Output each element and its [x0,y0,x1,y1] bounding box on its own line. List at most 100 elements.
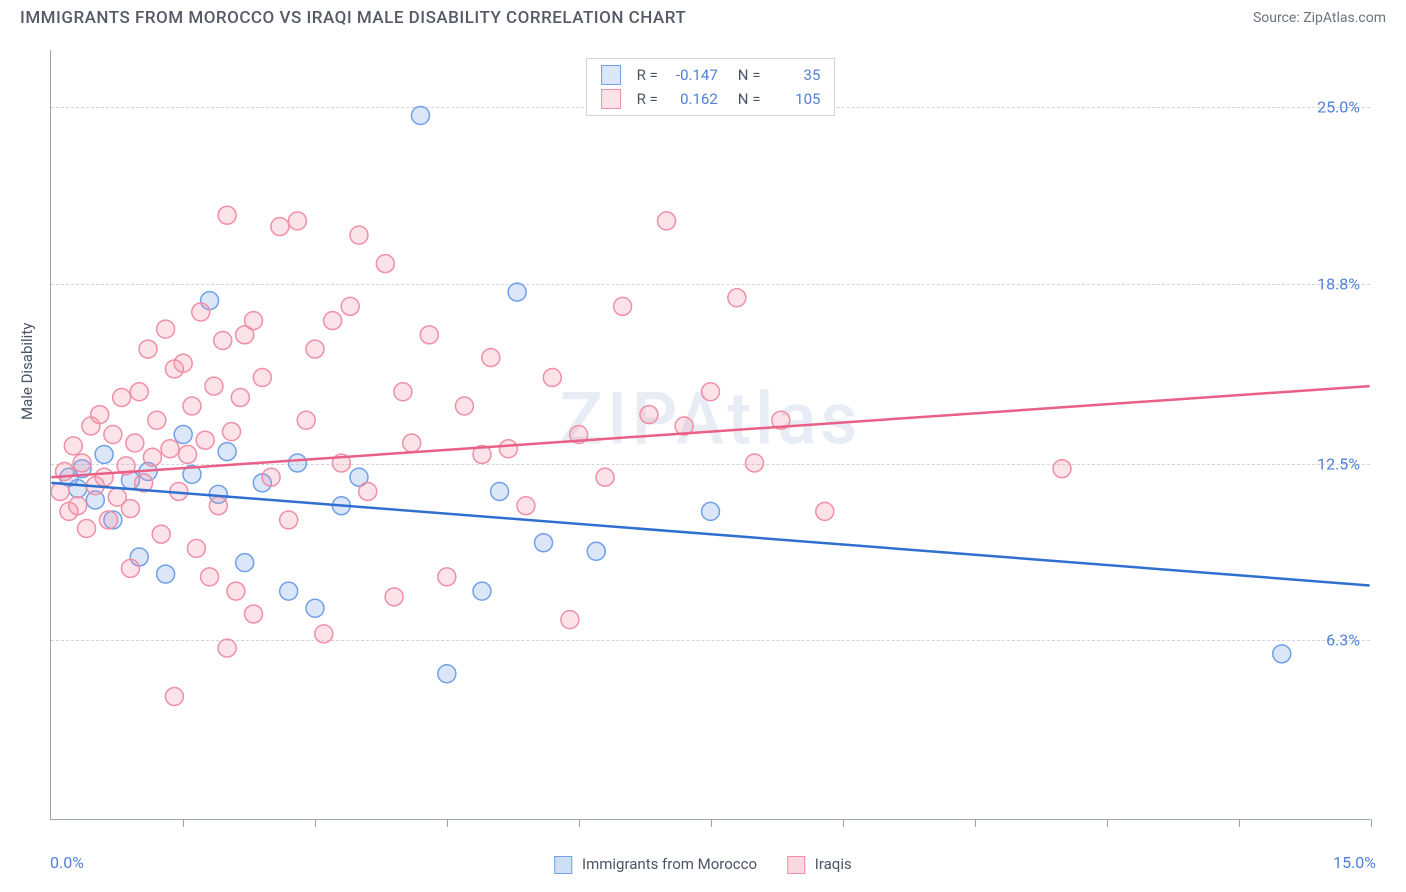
scatter-point [297,411,315,429]
swatch-iraqis-icon [787,856,805,874]
correlation-legend: R = -0.147 N = 35 R = 0.162 N = 105 [586,58,836,116]
r-value-iraqis: 0.162 [668,90,718,108]
scatter-point [315,625,333,643]
scatter-point [517,497,535,515]
x-tick [843,819,844,827]
scatter-point [157,565,175,583]
n-value-morocco: 35 [770,66,820,84]
scatter-point [324,312,342,330]
legend-item-iraqis: Iraqis [787,855,852,874]
scatter-point [596,468,614,486]
legend-item-morocco: Immigrants from Morocco [554,855,757,874]
x-tick [711,819,712,827]
y-axis-label: Male Disability [18,323,36,420]
scatter-point [218,443,236,461]
scatter-point [174,354,192,372]
x-tick [315,819,316,827]
source-text: Source: ZipAtlas.com [1253,10,1386,26]
scatter-point [143,448,161,466]
scatter-point [78,520,96,538]
scatter-point [121,500,139,518]
scatter-point [376,255,394,273]
scatter-point [236,554,254,572]
scatter-point [121,559,139,577]
bottom-legend: Immigrants from Morocco Iraqis [554,855,851,874]
scatter-point [69,497,87,515]
scatter-point [152,525,170,543]
scatter-point [126,434,144,452]
scatter-point [491,482,509,500]
scatter-point [614,297,632,315]
scatter-point [640,406,658,424]
scatter-point [227,582,245,600]
scatter-point [385,588,403,606]
scatter-point [113,388,131,406]
scatter-point [245,605,263,623]
x-tick [579,819,580,827]
swatch-iraqis-icon [601,89,621,109]
scatter-point [745,454,763,472]
scatter-point [508,283,526,301]
x-tick [183,819,184,827]
scatter-point [403,434,421,452]
scatter-point [165,688,183,706]
x-tick [1371,819,1372,827]
scatter-point [192,303,210,321]
scatter-point [341,297,359,315]
scatter-point [473,582,491,600]
scatter-point [179,445,197,463]
scatter-point [420,326,438,344]
x-axis-max-label: 15.0% [1333,853,1376,872]
scatter-point [455,397,473,415]
scatter-point [253,369,271,387]
scatter-point [95,445,113,463]
scatter-point [218,639,236,657]
scatter-point [587,542,605,560]
scatter-point [64,437,82,455]
scatter-point [183,397,201,415]
scatter-point [231,388,249,406]
chart-title: IMMIGRANTS FROM MOROCCO VS IRAQI MALE DI… [20,8,686,28]
scatter-point [288,454,306,472]
x-tick [447,819,448,827]
swatch-morocco-icon [554,856,572,874]
scatter-point [209,497,227,515]
scatter-point [157,320,175,338]
scatter-point [350,226,368,244]
scatter-point [394,383,412,401]
scatter-point [535,534,553,552]
scatter-point [306,340,324,358]
scatter-point [271,218,289,236]
swatch-morocco-icon [601,65,621,85]
x-tick [975,819,976,827]
scatter-point [196,431,214,449]
x-tick [1239,819,1240,827]
x-axis-min-label: 0.0% [50,853,84,872]
scatter-point [482,349,500,367]
x-tick [1107,819,1108,827]
r-value-morocco: -0.147 [668,66,718,84]
scatter-point [728,289,746,307]
scatter-point [223,423,241,441]
scatter-point [438,665,456,683]
scatter-point [73,454,91,472]
scatter-point [306,599,324,617]
scatter-point [280,582,298,600]
scatter-point [438,568,456,586]
scatter-point [702,502,720,520]
scatter-point [218,206,236,224]
scatter-point [499,440,517,458]
scatter-point [205,377,223,395]
scatter-point [130,383,148,401]
scatter-point [1273,645,1291,663]
scatter-point [69,480,87,498]
scatter-point [148,411,166,429]
scatter-point [201,568,219,586]
scatter-point [214,332,232,350]
scatter-point [561,611,579,629]
scatter-point [702,383,720,401]
scatter-point [411,107,429,125]
scatter-point [187,539,205,557]
scatter-point [161,440,179,458]
scatter-point [816,502,834,520]
